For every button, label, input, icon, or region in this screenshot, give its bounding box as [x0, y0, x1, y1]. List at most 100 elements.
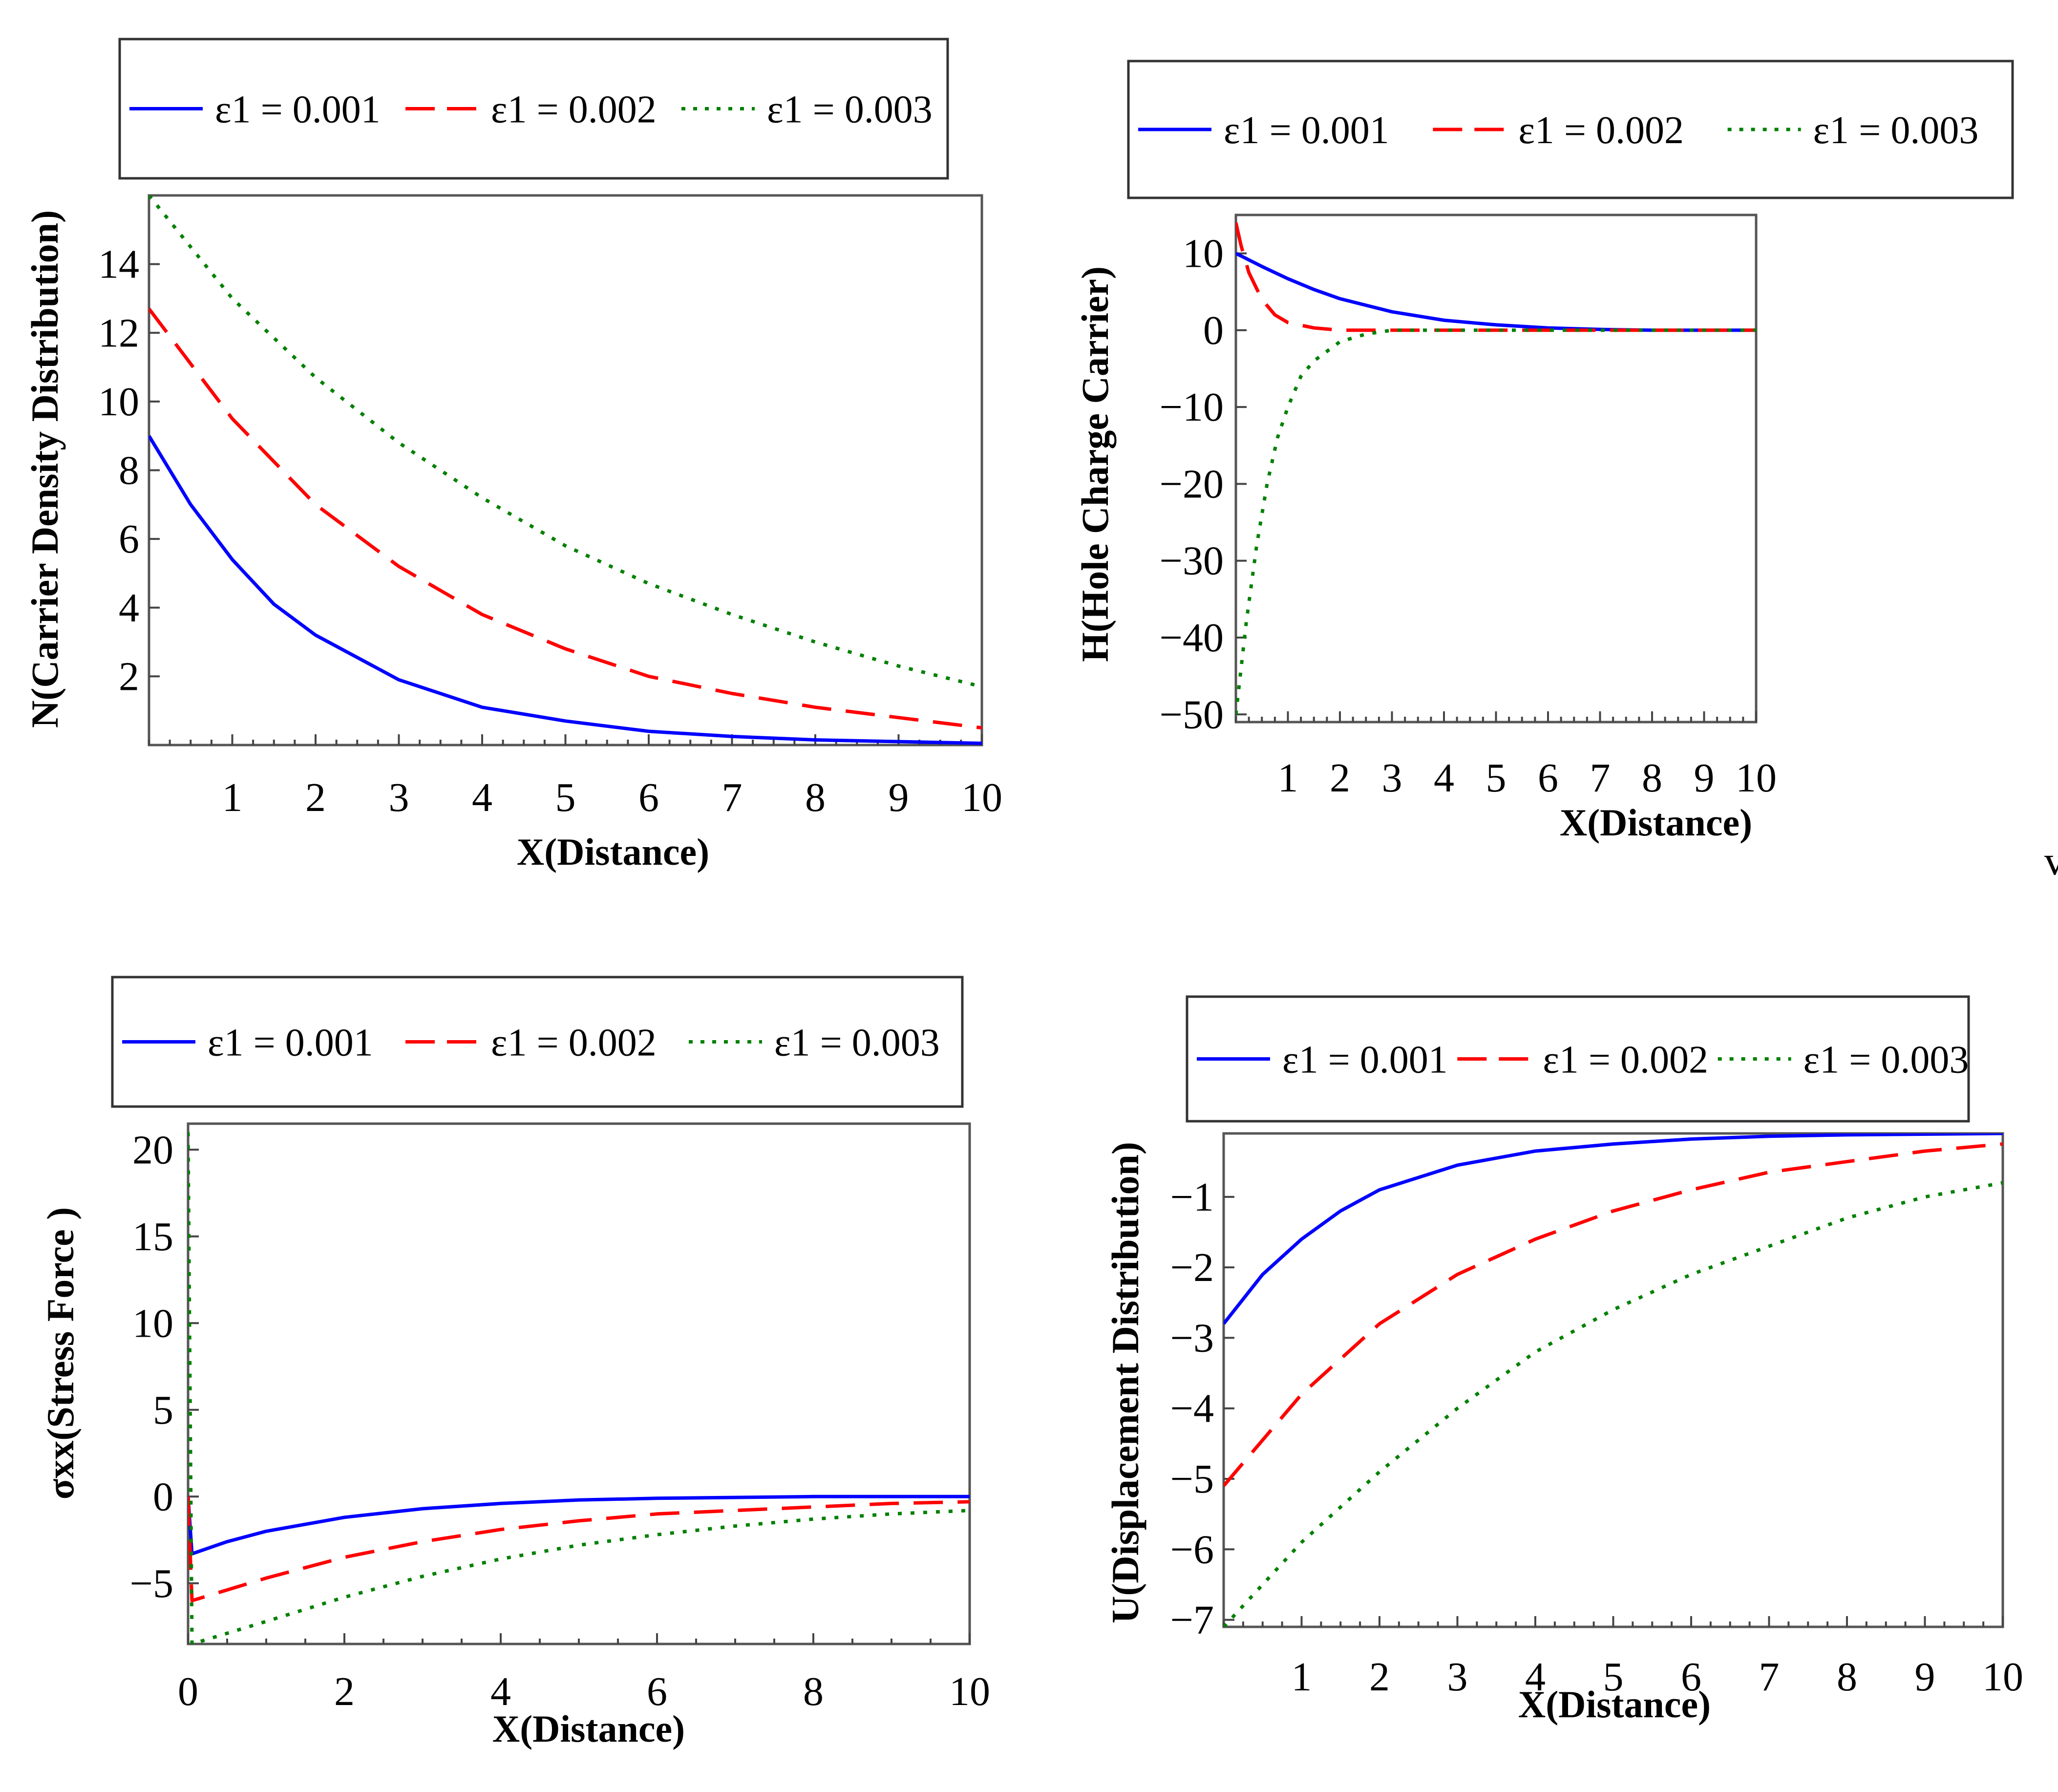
y-axis-title: N(Carrier Density Distribution): [23, 210, 66, 728]
x-tick-label: 0: [178, 1669, 198, 1714]
x-tick-label: 6: [647, 1669, 667, 1714]
x-tick-label: 1: [1292, 1654, 1312, 1700]
legend-label: ε1 = 0.002: [1518, 109, 1684, 152]
chart-3: ε1 = 0.001 ε1 = 0.002 ε1 = 0.003 0 2 4 6 8 10 20 1…: [39, 976, 990, 1750]
series-line: [149, 195, 982, 688]
y-tick-label: −20: [1160, 461, 1224, 507]
x-tick-label: 5: [1486, 755, 1506, 801]
y-tick-label: 0: [153, 1474, 173, 1519]
y-tick-label: −30: [1160, 538, 1224, 584]
legend-box: [111, 976, 964, 1108]
x-tick-label: 9: [889, 775, 909, 820]
series-line: [149, 307, 982, 730]
legend-label: ε1 = 0.001: [1282, 1039, 1448, 1082]
y-tick-label: −6: [1170, 1527, 1214, 1572]
y-axis-title: H(Hole Charge Carrier): [1074, 266, 1116, 662]
x-tick-label: 4: [1434, 755, 1454, 801]
legend-label: ε1 = 0.003: [1803, 1039, 1969, 1082]
y-tick-label: −3: [1170, 1315, 1214, 1361]
y-tick-label: −5: [130, 1561, 173, 1606]
y-tick-label: 15: [132, 1214, 173, 1259]
legend-label: ε1 = 0.003: [767, 88, 933, 131]
legend-box: [118, 38, 949, 180]
x-tick-label: 1: [1278, 755, 1298, 801]
x-tick-label: 6: [1681, 1654, 1701, 1700]
y-tick-label: 4: [119, 585, 139, 631]
series-line: [1224, 1142, 2003, 1487]
y-tick-label: 10: [132, 1301, 173, 1346]
y-axis-title: U(Displacement Distribution): [1104, 1142, 1146, 1623]
x-tick-label: 10: [1736, 755, 1777, 801]
legend-label: ε1 = 0.002: [491, 1022, 657, 1065]
series-line: [188, 1494, 970, 1556]
plot-frame: [148, 194, 983, 747]
y-tick-label: 5: [153, 1387, 173, 1433]
y-tick-label: −40: [1160, 615, 1224, 661]
series-line: [1236, 222, 1756, 332]
x-tick-label: 4: [1525, 1654, 1546, 1700]
y-tick-label: 10: [98, 379, 139, 425]
legend-label: ε1 = 0.001: [1224, 109, 1389, 152]
x-tick-label: 7: [722, 775, 743, 820]
x-tick-label: 2: [1369, 1654, 1390, 1700]
chart-4: ε1 = 0.001 ε1 = 0.002 ε1 = 0.003 1 2 3 4 5 6 7 8 9 1…: [1104, 995, 2023, 1726]
x-tick-label: 5: [1603, 1654, 1624, 1700]
legend-label: ε1 = 0.003: [774, 1022, 940, 1065]
x-axis-title: X(Distance): [492, 1707, 685, 1750]
x-tick-label: 7: [1759, 1654, 1780, 1700]
x-tick-label: 1: [222, 775, 243, 820]
x-tick-label: 3: [1382, 755, 1402, 801]
legend-box: [1186, 995, 1970, 1123]
y-tick-label: −1: [1170, 1174, 1214, 1220]
x-tick-label: 8: [1642, 755, 1662, 801]
y-tick-label: −7: [1170, 1598, 1214, 1643]
y-tick-label: −50: [1160, 692, 1224, 737]
x-tick-label: 10: [949, 1669, 990, 1714]
y-tick-label: 20: [132, 1127, 173, 1173]
x-tick-label: 2: [305, 775, 326, 820]
y-axis-title: σxx(Stress Force ): [39, 1207, 82, 1499]
y-tick-label: −4: [1170, 1386, 1214, 1431]
x-tick-label: 4: [472, 775, 492, 820]
x-tick-label: 9: [1694, 755, 1715, 801]
x-tick-label: 6: [638, 775, 659, 820]
y-tick-label: −2: [1170, 1245, 1214, 1290]
y-tick-label: 12: [98, 310, 139, 356]
y-tick-label: −10: [1160, 384, 1224, 430]
y-tick-label: 2: [119, 654, 139, 699]
legend-label: ε1 = 0.003: [1813, 109, 1979, 152]
legend-box: [1127, 60, 2014, 199]
plot-frame: [1222, 1132, 2004, 1628]
x-tick-label: 6: [1538, 755, 1558, 801]
y-tick-label: 6: [119, 516, 139, 562]
x-tick-label: 8: [803, 1669, 824, 1714]
series-line: [1236, 252, 1756, 332]
x-axis-title: X(Distance): [1518, 1683, 1711, 1726]
legend-label: ε1 = 0.001: [208, 1022, 373, 1065]
x-tick-label: 2: [334, 1669, 355, 1714]
x-tick-label: 7: [1590, 755, 1611, 801]
legend-label: ε1 = 0.002: [1543, 1039, 1708, 1082]
x-tick-label: 8: [1837, 1654, 1857, 1700]
series-line: [1236, 328, 1756, 715]
x-tick-label: 9: [1915, 1654, 1935, 1700]
series-line: [1224, 1133, 2003, 1325]
stray-text: v: [2044, 838, 2058, 884]
x-tick-label: 10: [961, 775, 1002, 820]
series-line: [1224, 1181, 2003, 1627]
x-tick-label: 10: [1982, 1654, 2023, 1700]
y-tick-label: −5: [1170, 1456, 1214, 1502]
series-line: [149, 435, 982, 745]
x-axis-title: X(Distance): [1560, 801, 1752, 844]
x-tick-label: 3: [389, 775, 409, 820]
y-tick-label: 8: [119, 448, 139, 493]
y-tick-label: 14: [98, 242, 139, 287]
x-tick-label: 3: [1447, 1654, 1468, 1700]
legend-label: ε1 = 0.001: [215, 88, 381, 131]
y-tick-label: 0: [1203, 308, 1224, 353]
x-tick-label: 4: [490, 1669, 511, 1714]
x-tick-label: 5: [555, 775, 576, 820]
